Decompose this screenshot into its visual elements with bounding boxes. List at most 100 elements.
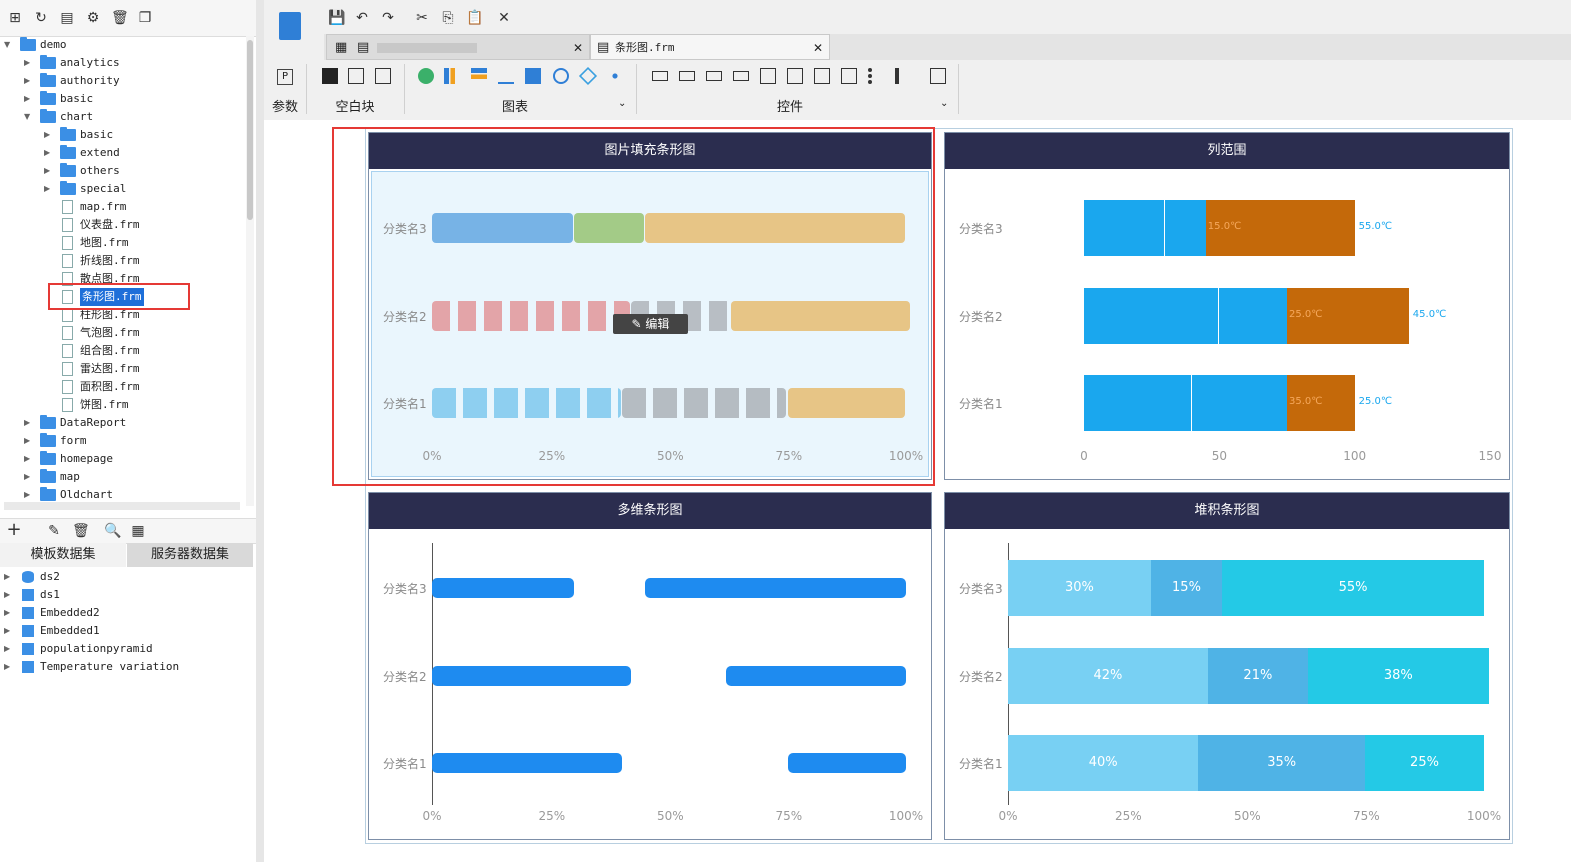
chevron-right-icon[interactable]: ▶ [4, 572, 11, 581]
area-chart-icon[interactable] [525, 68, 541, 84]
delete-dataset-icon[interactable]: 🗑 [72, 523, 90, 539]
tree-file-item[interactable]: 仪表盘.frm [0, 216, 246, 234]
copy-icon[interactable]: ❐ [138, 10, 152, 26]
settings-icon[interactable]: ⚙ [86, 10, 100, 26]
tree-folder-item[interactable]: ▶ others [0, 162, 246, 180]
menu-logo-icon[interactable] [279, 12, 301, 40]
line-chart-icon[interactable] [498, 68, 514, 84]
bar-chart-icon[interactable] [471, 68, 487, 84]
cut-icon[interactable]: ✂ [416, 10, 428, 26]
tree-file-item[interactable]: map.frm [0, 198, 246, 216]
number-widget-icon[interactable] [814, 68, 830, 84]
tree-file-item[interactable]: 条形图.frm [0, 288, 246, 306]
pie-chart-icon[interactable] [418, 68, 434, 84]
chevron-right-icon[interactable]: ▶ [4, 662, 11, 671]
tree-file-item[interactable]: 雷达图.frm [0, 360, 246, 378]
dataset-item[interactable]: ▶ populationpyramid [0, 640, 250, 658]
tree-folder-item[interactable]: ▶ DataReport [0, 414, 246, 432]
chart-picture-fill-bar[interactable]: 图片填充条形图 分类名3 分类名2 分类名1 0% 25% 50% 75% 100% [368, 132, 932, 480]
close-tab-icon[interactable]: ✕ [812, 41, 823, 55]
chevron-right-icon[interactable]: ▶ [44, 166, 51, 175]
doc-tab-active[interactable]: ▤ 条形图.frm ✕ [590, 34, 830, 60]
chevron-down-icon[interactable]: ⌄ [618, 98, 627, 109]
save-icon[interactable]: 💾 [328, 10, 346, 26]
split-block-icon[interactable] [375, 68, 391, 84]
tree-file-item[interactable]: 折线图.frm [0, 252, 246, 270]
chevron-right-icon[interactable]: ▶ [4, 644, 11, 653]
doc-tab-blurred[interactable]: ▦ ▤ ✕ [326, 34, 590, 60]
undo-icon[interactable]: ↶ [356, 10, 368, 26]
edit-dataset-icon[interactable]: ✎ [48, 523, 60, 539]
tree-folder-item[interactable]: ▶ extend [0, 144, 246, 162]
tree-file-item[interactable]: 组合图.frm [0, 342, 246, 360]
radio-widget-icon[interactable] [868, 68, 884, 84]
scatter-chart-icon[interactable] [607, 68, 623, 84]
textarea-widget-icon[interactable] [841, 68, 857, 84]
column-chart-icon[interactable] [444, 68, 460, 84]
sql-dataset-icon[interactable]: ▦ [131, 523, 145, 539]
add-dataset-icon[interactable]: + [6, 519, 22, 540]
panel-splitter[interactable] [256, 0, 264, 862]
tree-file-item[interactable]: 气泡图.frm [0, 324, 246, 342]
chevron-right-icon[interactable]: ▶ [4, 626, 11, 635]
label-widget-icon[interactable] [679, 71, 695, 81]
redo-icon[interactable]: ↷ [382, 10, 394, 26]
chevron-right-icon[interactable]: ▶ [44, 130, 51, 139]
close-tab-icon[interactable]: ✕ [572, 41, 583, 55]
chevron-right-icon[interactable]: ▶ [4, 590, 11, 599]
tree-file-item[interactable]: 面积图.frm [0, 378, 246, 396]
chevron-right-icon[interactable]: ▶ [24, 76, 31, 85]
combo-widget-icon[interactable] [733, 71, 749, 81]
chevron-right-icon[interactable]: ▶ [24, 58, 31, 67]
chevron-right-icon[interactable]: ▶ [44, 148, 51, 157]
button-widget-icon[interactable] [706, 71, 722, 81]
chevron-down-icon[interactable]: ▼ [24, 112, 31, 121]
dataset-item[interactable]: ▶ Embedded2 [0, 604, 250, 622]
tree-folder-item[interactable]: ▼ chart [0, 108, 246, 126]
tab-server-dataset[interactable]: 服务器数据集 [127, 543, 253, 567]
chevron-down-icon[interactable]: ⌄ [940, 98, 949, 109]
tree-hscrollbar[interactable] [4, 502, 240, 510]
edit-button[interactable]: ✎ 编辑 [613, 314, 688, 334]
tree-folder-item[interactable]: ▶ basic [0, 90, 246, 108]
tree-folder-item[interactable]: ▶ Oldchart [0, 486, 246, 502]
new-file-icon[interactable]: ⊞ [9, 10, 21, 26]
chart-column-range[interactable]: 列范围 分类名3分类名2分类名130.0℃15.0℃55.0℃50.0℃25.0… [944, 132, 1510, 480]
chevron-right-icon[interactable]: ▶ [44, 184, 51, 193]
tab-block-icon[interactable] [348, 68, 364, 84]
properties-icon[interactable]: ▤ [60, 10, 74, 26]
checkbox-widget-icon[interactable] [895, 68, 911, 84]
chevron-down-icon[interactable]: ▼ [4, 40, 11, 49]
blank-block-icon[interactable] [322, 68, 338, 84]
chevron-right-icon[interactable]: ▶ [24, 454, 31, 463]
dataset-item[interactable]: ▶ Temperature variation [0, 658, 250, 676]
delete-x-icon[interactable]: ✕ [498, 10, 510, 26]
list-widget-icon[interactable] [760, 68, 776, 84]
tree-file-item[interactable]: 饼图.frm [0, 396, 246, 414]
dataset-item[interactable]: ▶ ds1 [0, 586, 250, 604]
chevron-right-icon[interactable]: ▶ [24, 436, 31, 445]
dataset-item[interactable]: ▶ ds2 [0, 568, 250, 586]
tree-folder-item[interactable]: ▶ special [0, 180, 246, 198]
tree-scrollbar[interactable] [246, 36, 254, 506]
tree-file-item[interactable]: 地图.frm [0, 234, 246, 252]
gauge-chart-icon[interactable] [553, 68, 569, 84]
tree-file-item[interactable]: 柱形图.frm [0, 306, 246, 324]
search-widget-icon[interactable] [930, 68, 946, 84]
preview-dataset-icon[interactable]: 🔍 [104, 523, 122, 539]
tree-folder-item[interactable]: ▼ demo [0, 36, 246, 54]
tree-folder-item[interactable]: ▶ form [0, 432, 246, 450]
tree-folder-item[interactable]: ▶ basic [0, 126, 246, 144]
chevron-right-icon[interactable]: ▶ [24, 418, 31, 427]
date-widget-icon[interactable] [787, 68, 803, 84]
copy-icon[interactable]: ⎘ [442, 10, 454, 26]
tree-scroll-thumb[interactable] [247, 40, 253, 220]
chevron-right-icon[interactable]: ▶ [4, 608, 11, 617]
tree-folder-item[interactable]: ▶ homepage [0, 450, 246, 468]
chevron-right-icon[interactable]: ▶ [24, 94, 31, 103]
chevron-right-icon[interactable]: ▶ [24, 472, 31, 481]
chart-multi-dimension-bar[interactable]: 多维条形图 分类名3 分类名2 分类名1 0% 25% 50% 75% 100% [368, 492, 932, 840]
dataset-item[interactable]: ▶ Embedded1 [0, 622, 250, 640]
tree-folder-item[interactable]: ▶ map [0, 468, 246, 486]
chevron-right-icon[interactable]: ▶ [24, 490, 31, 499]
